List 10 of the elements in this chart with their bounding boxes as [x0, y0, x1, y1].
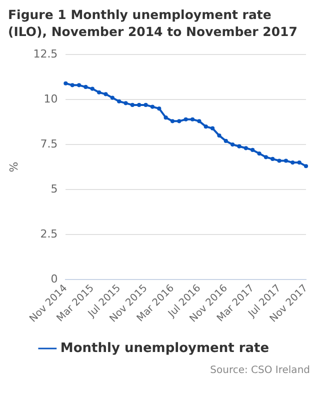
source-note: Source: CSO Ireland	[209, 365, 311, 376]
chart-title: Figure 1 Monthly unemployment rate (ILO), November 2014 to November 2017	[7, 6, 298, 40]
y-tick-label: 7.5	[40, 137, 58, 150]
legend-label: Monthly unemployment rate	[60, 340, 270, 356]
y-tick-label: 10	[44, 92, 58, 106]
y-axis-title: %	[7, 162, 20, 172]
y-tick-label: 5	[50, 182, 58, 196]
y-tick-label: 2.5	[40, 227, 58, 240]
y-tick-label: 12.5	[33, 47, 58, 60]
y-tick-label: 0	[50, 272, 58, 286]
